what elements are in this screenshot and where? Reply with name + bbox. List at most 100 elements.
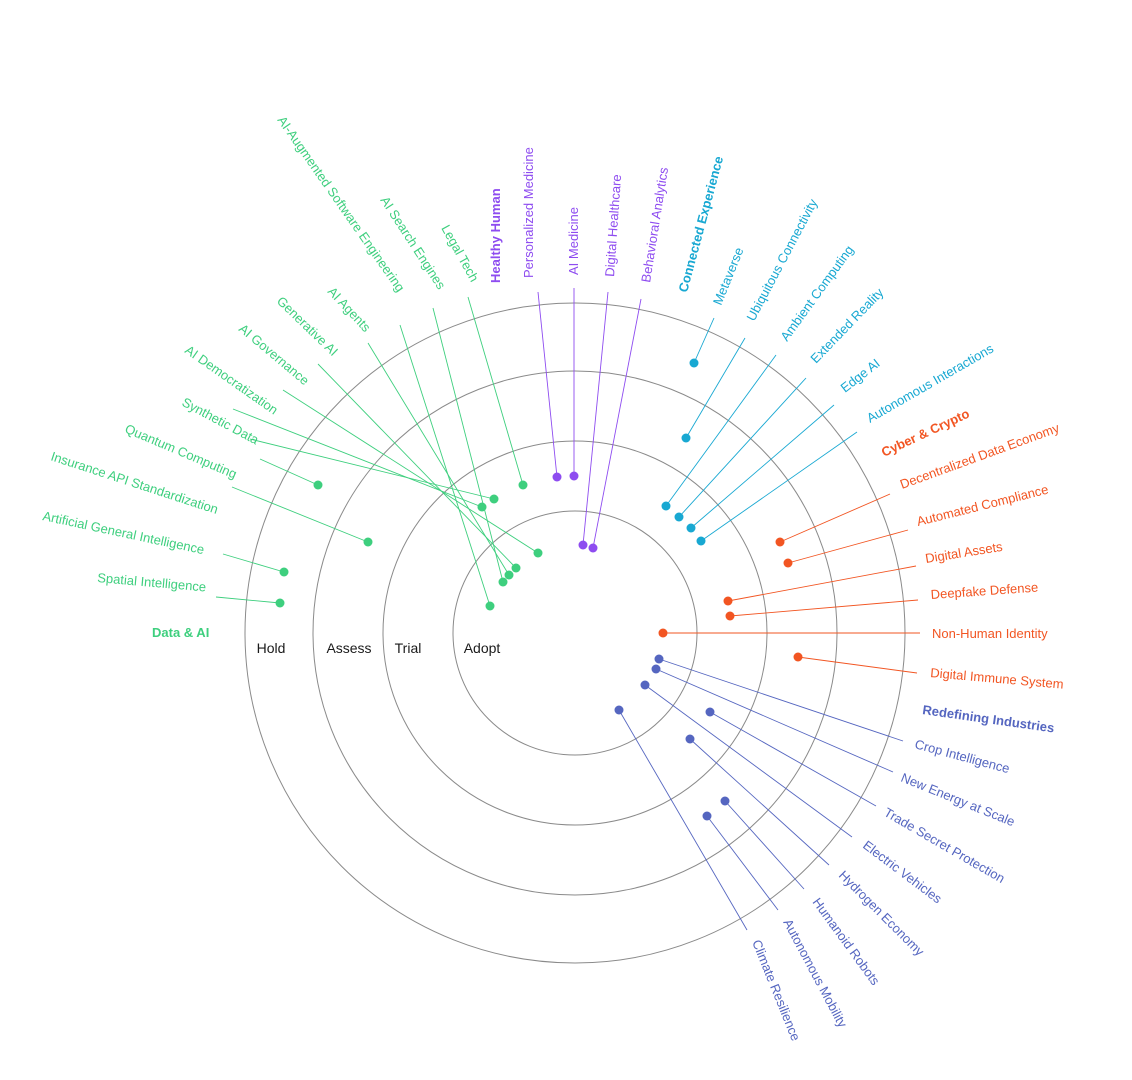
- item-dot-insurance-api-standardization[interactable]: [363, 537, 373, 547]
- leader-line-extended-reality: [678, 377, 807, 518]
- leader-line-generative-ai: [317, 363, 517, 569]
- item-label-synthetic-data[interactable]: Synthetic Data: [180, 394, 262, 447]
- item-label-legal-tech[interactable]: Legal Tech: [438, 222, 481, 284]
- item-dot-ubiquitous-connectivity[interactable]: [681, 433, 691, 443]
- leader-line-digital-immune-system: [797, 656, 918, 674]
- item-dot-ai-agents[interactable]: [504, 570, 514, 580]
- leader-line-insurance-api-standardization: [231, 486, 369, 543]
- item-label-deepfake-defense[interactable]: Deepfake Defense: [930, 580, 1038, 602]
- item-label-quantum-computing[interactable]: Quantum Computing: [123, 421, 239, 482]
- item-label-spatial-intelligence[interactable]: Spatial Intelligence: [97, 570, 207, 594]
- item-dot-ai-search-engines[interactable]: [498, 577, 508, 587]
- item-label-automated-compliance[interactable]: Automated Compliance: [915, 482, 1050, 529]
- leader-line-trade-secret-protection: [709, 711, 877, 807]
- item-label-artificial-general-intelligence[interactable]: Artificial General Intelligence: [41, 508, 205, 557]
- item-label-generative-ai[interactable]: Generative AI: [274, 293, 341, 359]
- leader-line-decentralized-data-economy: [779, 493, 891, 543]
- leader-line-ai-agents: [367, 342, 510, 576]
- leader-line-humanoid-robots: [724, 800, 805, 890]
- leader-line-legal-tech: [467, 296, 524, 486]
- item-label-ai-agents[interactable]: AI Agents: [325, 284, 374, 335]
- leader-lines: [215, 288, 920, 931]
- item-dot-digital-immune-system[interactable]: [793, 652, 803, 662]
- leader-line-electric-vehicles: [644, 684, 853, 838]
- item-dot-new-energy-at-scale[interactable]: [651, 664, 661, 674]
- leader-line-digital-healthcare: [582, 291, 609, 546]
- leader-line-metaverse: [693, 317, 715, 364]
- leader-line-deepfake-defense: [729, 599, 919, 617]
- ring-labels: Adopt Trial Assess Hold: [257, 640, 501, 656]
- item-dot-autonomous-mobility[interactable]: [702, 811, 712, 821]
- leader-line-climate-resilience: [618, 709, 748, 931]
- leader-line-ai-governance: [282, 389, 539, 554]
- quadrant-label-connected: Connected Experience: [675, 155, 726, 294]
- item-label-behavioral-analytics[interactable]: Behavioral Analytics: [638, 166, 671, 284]
- leader-line-ai-search-engines: [432, 307, 504, 583]
- ring-label-assess: Assess: [326, 640, 371, 656]
- item-dot-digital-assets[interactable]: [723, 596, 733, 606]
- ring-label-hold: Hold: [257, 640, 286, 656]
- item-label-non-human-identity[interactable]: Non-Human Identity: [932, 626, 1048, 641]
- leader-line-autonomous-interactions: [700, 431, 858, 542]
- item-dots: [275, 358, 803, 821]
- item-dot-hydrogen-economy[interactable]: [685, 734, 695, 744]
- item-dot-trade-secret-protection[interactable]: [705, 707, 715, 717]
- item-dot-ai-medicine[interactable]: [569, 471, 579, 481]
- leader-line-autonomous-mobility: [706, 815, 779, 911]
- item-dot-extended-reality[interactable]: [674, 512, 684, 522]
- item-dot-legal-tech[interactable]: [518, 480, 528, 490]
- item-dot-crop-intelligence[interactable]: [654, 654, 664, 664]
- item-label-digital-immune-system[interactable]: Digital Immune System: [930, 665, 1064, 692]
- item-dot-synthetic-data[interactable]: [489, 494, 499, 504]
- leader-line-quantum-computing: [259, 458, 319, 486]
- leader-line-edge-ai: [690, 404, 835, 529]
- item-dot-climate-resilience[interactable]: [614, 705, 624, 715]
- item-dot-ai-augmented-software-engineering[interactable]: [485, 601, 495, 611]
- item-label-crop-intelligence[interactable]: Crop Intelligence: [913, 736, 1011, 776]
- item-dot-decentralized-data-economy[interactable]: [775, 537, 785, 547]
- leader-line-personalized-medicine: [537, 291, 558, 478]
- item-dot-personalized-medicine[interactable]: [552, 472, 562, 482]
- leader-line-ai-democratization: [232, 408, 483, 508]
- item-dot-behavioral-analytics[interactable]: [588, 543, 598, 553]
- item-dot-autonomous-interactions[interactable]: [696, 536, 706, 546]
- item-dot-ai-governance[interactable]: [533, 548, 543, 558]
- item-dot-edge-ai[interactable]: [686, 523, 696, 533]
- ring-label-trial: Trial: [395, 640, 422, 656]
- item-label-digital-assets[interactable]: Digital Assets: [924, 539, 1004, 566]
- leader-line-spatial-intelligence: [215, 596, 281, 604]
- item-label-metaverse[interactable]: Metaverse: [710, 245, 747, 307]
- item-dot-humanoid-robots[interactable]: [720, 796, 730, 806]
- leader-line-artificial-general-intelligence: [222, 553, 285, 573]
- item-dot-spatial-intelligence[interactable]: [275, 598, 285, 608]
- item-dot-ambient-computing[interactable]: [661, 501, 671, 511]
- quadrant-label-industries: Redefining Industries: [922, 702, 1056, 735]
- item-dot-electric-vehicles[interactable]: [640, 680, 650, 690]
- item-label-digital-healthcare[interactable]: Digital Healthcare: [602, 174, 624, 277]
- leader-line-synthetic-data: [249, 438, 495, 500]
- quadrant-label-data-ai: Data & AI: [152, 625, 209, 640]
- item-dot-generative-ai[interactable]: [511, 563, 521, 573]
- item-dot-deepfake-defense[interactable]: [725, 611, 735, 621]
- item-dot-automated-compliance[interactable]: [783, 558, 793, 568]
- leader-line-ai-augmented-software-engineering: [399, 324, 491, 607]
- leader-line-ambient-computing: [665, 354, 777, 507]
- item-dot-digital-healthcare[interactable]: [578, 540, 588, 550]
- leader-line-hydrogen-economy: [689, 738, 830, 866]
- item-label-autonomous-interactions[interactable]: Autonomous Interactions: [864, 340, 996, 425]
- item-label-ai-governance[interactable]: AI Governance: [236, 321, 312, 388]
- item-dot-quantum-computing[interactable]: [313, 480, 323, 490]
- item-dot-metaverse[interactable]: [689, 358, 699, 368]
- item-dot-artificial-general-intelligence[interactable]: [279, 567, 289, 577]
- item-label-personalized-medicine[interactable]: Personalized Medicine: [521, 147, 536, 278]
- item-dot-non-human-identity[interactable]: [658, 628, 668, 638]
- item-label-climate-resilience[interactable]: Climate Resilience: [749, 938, 803, 1043]
- item-label-ai-medicine[interactable]: AI Medicine: [566, 207, 581, 275]
- item-dot-ai-democratization[interactable]: [477, 502, 487, 512]
- leader-line-ubiquitous-connectivity: [685, 337, 746, 439]
- ring-label-adopt: Adopt: [464, 640, 501, 656]
- item-label-edge-ai[interactable]: Edge AI: [838, 356, 883, 396]
- leader-line-new-energy-at-scale: [655, 668, 894, 773]
